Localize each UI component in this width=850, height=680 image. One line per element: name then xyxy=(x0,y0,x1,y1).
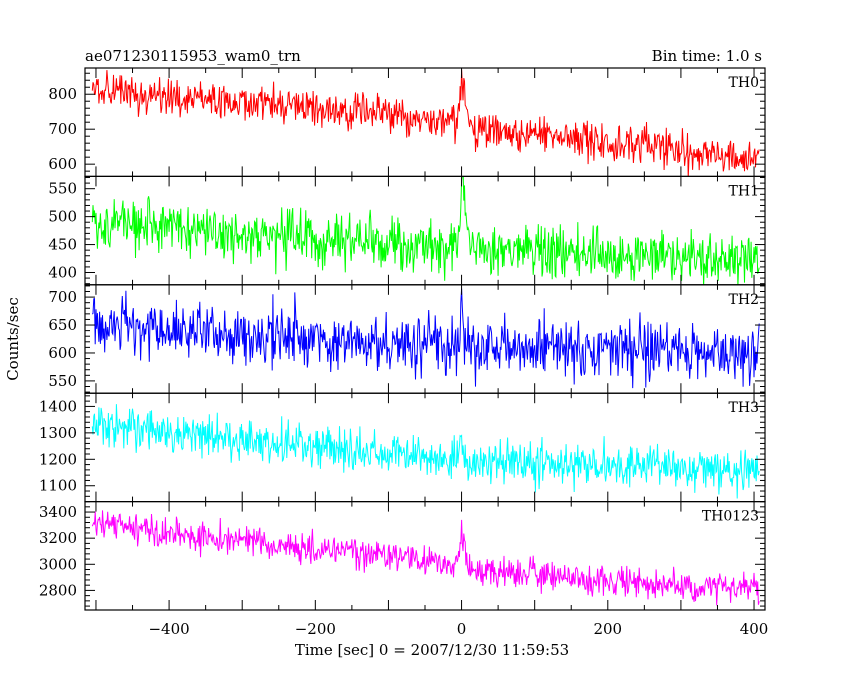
panel-th0123: 2800 3000 3200 3400 TH0123 xyxy=(39,501,766,611)
x-tick-label: 400 xyxy=(740,620,769,638)
y-tick-label: 700 xyxy=(48,288,77,306)
y-tick-label: 700 xyxy=(48,120,77,138)
x-axis-title: Time [sec] 0 = 2007/12/30 11:59:53 xyxy=(295,641,569,659)
x-axis-ticks: −400 −200 0 200 400 xyxy=(148,620,768,638)
x-tick-label: 0 xyxy=(457,620,467,638)
panel-label-th0123: TH0123 xyxy=(702,509,759,525)
series-line-th2 xyxy=(91,288,760,389)
series-line-th0123 xyxy=(91,510,760,606)
y-tick-label: 1200 xyxy=(39,450,77,468)
y-tick-label: 1100 xyxy=(39,477,77,495)
series-line-th0 xyxy=(91,69,760,177)
x-tick-label: −400 xyxy=(148,620,189,638)
panels-group: 600 700 800 TH0 400 450 500 550 TH1 550 600 650 700 T… xyxy=(39,67,766,611)
series-line-th1 xyxy=(91,176,760,285)
panel-label-th0: TH0 xyxy=(729,75,759,91)
panel-label-th1: TH1 xyxy=(729,183,759,199)
panel-th0: 600 700 800 TH0 xyxy=(48,67,766,178)
y-tick-label: 550 xyxy=(48,180,77,198)
y-tick-label: 450 xyxy=(48,236,77,254)
y-tick-label: 600 xyxy=(48,155,77,173)
y-tick-label: 500 xyxy=(48,208,77,226)
x-tick-label: 200 xyxy=(593,620,622,638)
series-line-th3 xyxy=(91,404,760,499)
panel-frame xyxy=(84,67,766,178)
y-tick-label: 600 xyxy=(48,344,77,362)
y-tick-label: 550 xyxy=(48,372,77,390)
panel-label-th3: TH3 xyxy=(729,400,759,416)
panel-th3: 1100 1200 1300 1400 TH3 xyxy=(39,392,766,503)
y-tick-label: 3400 xyxy=(39,503,77,521)
panel-th1: 400 450 500 550 TH1 xyxy=(48,175,766,286)
panel-label-th2: TH2 xyxy=(729,292,759,308)
y-tick-label: 1300 xyxy=(39,424,77,442)
panel-th2: 550 600 650 700 TH2 xyxy=(48,284,766,394)
y-tick-label: 3000 xyxy=(39,555,77,573)
x-tick-label: −200 xyxy=(295,620,336,638)
y-tick-label: 2800 xyxy=(39,581,77,599)
y-tick-label: 800 xyxy=(48,85,77,103)
y-tick-label: 3200 xyxy=(39,529,77,547)
chart-title: ae071230115953_wam0_trn xyxy=(85,47,301,65)
y-axis-title: Counts/sec xyxy=(4,297,22,381)
bin-time-label: Bin time: 1.0 s xyxy=(652,47,762,65)
y-tick-label: 400 xyxy=(48,264,77,282)
panel-frame xyxy=(84,392,766,503)
y-tick-label: 650 xyxy=(48,316,77,334)
y-tick-label: 1400 xyxy=(39,397,77,415)
